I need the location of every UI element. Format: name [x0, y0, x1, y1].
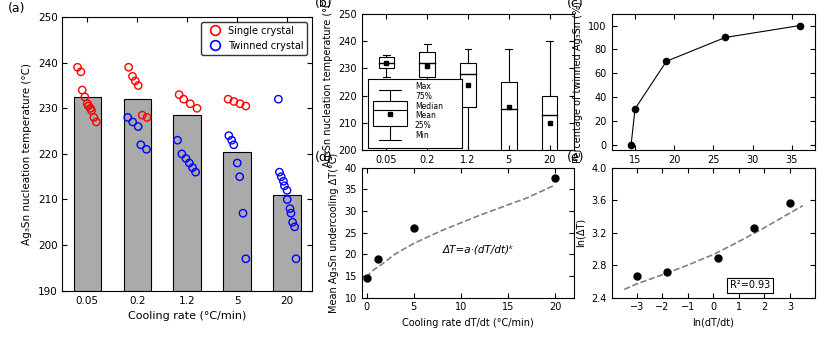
Point: [285, 210, 298, 216]
Y-axis label: ln(ΔT): ln(ΔT): [576, 218, 586, 247]
Y-axis label: Mean Ag₃Sn undercooling ΔT(°C): Mean Ag₃Sn undercooling ΔT(°C): [329, 153, 339, 313]
Point: [548, 176, 562, 181]
Point: [81, 101, 94, 106]
Point: [140, 147, 153, 152]
Point: [129, 78, 142, 84]
X-axis label: ln(dT/dt): ln(dT/dt): [692, 318, 735, 328]
Bar: [223, 152, 251, 291]
Point: [660, 58, 673, 64]
Point: [87, 115, 101, 120]
Point: [660, 269, 673, 275]
Point: [122, 65, 136, 70]
Text: R²=0.93: R²=0.93: [730, 280, 770, 290]
Point: [280, 197, 294, 202]
Point: [793, 23, 806, 28]
Point: [748, 225, 761, 231]
Point: [631, 273, 644, 278]
Point: [141, 115, 154, 120]
Text: (b): (b): [315, 0, 333, 10]
Point: [273, 169, 286, 175]
Text: (a): (a): [7, 2, 25, 15]
Point: [239, 256, 252, 262]
X-axis label: Cooling rate (°C/min): Cooling rate (°C/min): [128, 311, 246, 321]
Point: [171, 137, 184, 143]
Point: [183, 160, 196, 166]
Point: [172, 92, 186, 97]
Point: [227, 142, 240, 147]
Point: [230, 160, 244, 166]
Bar: [419, 52, 435, 77]
Bar: [74, 97, 102, 291]
Point: [184, 101, 197, 106]
Point: [284, 206, 297, 211]
Point: [84, 106, 97, 111]
Point: [126, 119, 139, 125]
Point: [126, 74, 139, 79]
Point: [189, 169, 202, 175]
Point: [625, 142, 638, 147]
Point: [275, 174, 288, 180]
Y-axis label: Percentage of twinned Ag₃Sn (%): Percentage of twinned Ag₃Sn (%): [572, 1, 582, 163]
Point: [179, 156, 192, 161]
Bar: [542, 96, 557, 161]
Point: [360, 275, 374, 281]
Point: [222, 133, 235, 139]
Point: [76, 87, 89, 93]
Point: [176, 151, 189, 157]
Point: [371, 256, 384, 261]
Point: [82, 103, 95, 109]
Point: [234, 101, 247, 106]
Bar: [123, 99, 151, 291]
Point: [134, 142, 147, 147]
X-axis label: Mean Ag₃Sn undercooling ΔT(°C): Mean Ag₃Sn undercooling ΔT(°C): [633, 171, 794, 181]
Text: (c): (c): [567, 0, 583, 10]
Bar: [379, 57, 394, 68]
Bar: [174, 115, 201, 291]
Point: [131, 83, 145, 88]
Text: (e): (e): [567, 151, 584, 164]
Point: [74, 69, 87, 75]
Point: [121, 115, 135, 120]
Point: [85, 108, 98, 113]
Point: [290, 256, 303, 262]
Text: (d): (d): [315, 151, 333, 164]
Point: [286, 220, 300, 225]
Point: [280, 188, 294, 193]
Point: [225, 137, 238, 143]
Point: [71, 65, 84, 70]
Point: [277, 179, 290, 184]
Point: [233, 174, 246, 180]
Point: [186, 165, 199, 170]
Text: ΔT=a·(dT/dt)ᵏ: ΔT=a·(dT/dt)ᵏ: [443, 244, 514, 254]
Point: [221, 96, 235, 102]
Point: [177, 96, 191, 102]
Point: [628, 106, 641, 111]
Y-axis label: Ag₃Sn nucleation temperature (°C): Ag₃Sn nucleation temperature (°C): [323, 0, 333, 167]
Bar: [501, 82, 517, 156]
Point: [90, 119, 103, 125]
Point: [783, 200, 796, 205]
Point: [136, 113, 149, 118]
Point: [131, 124, 145, 129]
Legend: Single crystal, Twinned crystal: Single crystal, Twinned crystal: [201, 22, 307, 55]
Point: [236, 210, 250, 216]
X-axis label: Cooling rate (°C/min): Cooling rate (°C/min): [416, 171, 520, 181]
Bar: [460, 63, 476, 107]
Point: [239, 103, 252, 109]
Bar: [273, 195, 301, 291]
Point: [407, 225, 420, 231]
Y-axis label: Ag₃Sn nucleation temperature (°C): Ag₃Sn nucleation temperature (°C): [22, 63, 32, 245]
Point: [78, 94, 92, 100]
Point: [191, 106, 204, 111]
Point: [719, 35, 732, 40]
Point: [227, 99, 240, 104]
Point: [711, 255, 725, 261]
Point: [288, 224, 301, 229]
Point: [278, 183, 291, 188]
Point: [272, 96, 285, 102]
X-axis label: Cooling rate dT/dt (°C/min): Cooling rate dT/dt (°C/min): [402, 318, 534, 328]
